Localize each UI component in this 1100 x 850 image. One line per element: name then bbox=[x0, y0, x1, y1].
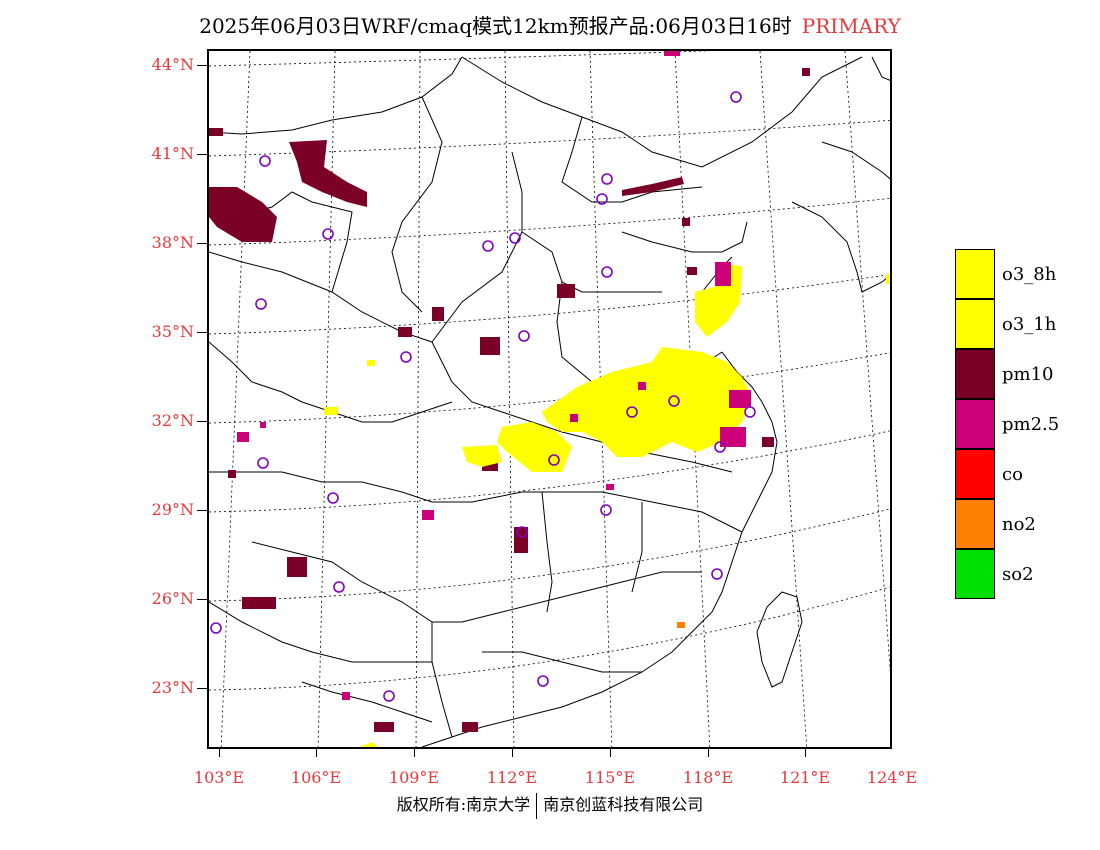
lat-label-32: 32°N bbox=[151, 411, 194, 430]
lat-label-41: 41°N bbox=[151, 144, 194, 163]
station-markers bbox=[210, 91, 756, 702]
legend-item-pm10: pm10 bbox=[955, 349, 1095, 399]
lon-label-103: 103°E bbox=[193, 768, 245, 787]
lat-tick bbox=[197, 243, 207, 244]
lat-tick bbox=[197, 688, 207, 689]
lat-tick bbox=[197, 65, 207, 66]
copyright-footer: 版权所有:南京大学 南京创蓝科技有限公司 bbox=[0, 791, 1100, 819]
lon-label-118: 118°E bbox=[682, 768, 734, 787]
legend-swatch bbox=[955, 249, 995, 299]
legend-label: so2 bbox=[1002, 564, 1034, 585]
lat-tick bbox=[197, 154, 207, 155]
copyright-owner: 版权所有:南京大学 bbox=[396, 795, 531, 814]
copyright-company: 南京创蓝科技有限公司 bbox=[543, 795, 704, 814]
legend-item-o3-1h: o3_1h bbox=[955, 299, 1095, 349]
lon-tick bbox=[414, 749, 415, 757]
lat-tick bbox=[197, 599, 207, 600]
lat-label-23: 23°N bbox=[151, 678, 194, 697]
lon-tick bbox=[610, 749, 611, 757]
legend-swatch bbox=[955, 299, 995, 349]
legend-swatch bbox=[955, 349, 995, 399]
lon-tick bbox=[805, 749, 806, 757]
footer-divider bbox=[536, 792, 538, 819]
map-panel[interactable] bbox=[207, 49, 892, 749]
o3-areas bbox=[324, 264, 890, 747]
legend-swatch bbox=[955, 399, 995, 449]
legend-label: pm2.5 bbox=[1002, 414, 1060, 435]
legend-label: o3_8h bbox=[1002, 264, 1057, 285]
legend-label: pm10 bbox=[1002, 364, 1054, 385]
legend-item-pm25: pm2.5 bbox=[955, 399, 1095, 449]
no2-area bbox=[677, 622, 685, 628]
lon-label-106: 106°E bbox=[290, 768, 342, 787]
lat-tick bbox=[197, 421, 207, 422]
map-title: 2025年06月03日WRF/cmaq模式12km预报产品:06月03日16时 P… bbox=[0, 10, 1100, 39]
lon-label-124: 124°E bbox=[866, 768, 918, 787]
legend-item-so2: so2 bbox=[955, 549, 1095, 599]
lon-tick bbox=[219, 749, 220, 757]
legend-swatch bbox=[955, 449, 995, 499]
pm25-areas bbox=[237, 51, 751, 700]
lat-label-26: 26°N bbox=[151, 589, 194, 608]
lon-tick bbox=[708, 749, 709, 757]
lat-label-29: 29°N bbox=[151, 500, 194, 519]
lon-tick bbox=[512, 749, 513, 757]
lat-label-38: 38°N bbox=[151, 233, 194, 252]
legend-label: no2 bbox=[1002, 514, 1036, 535]
title-main: 2025年06月03日WRF/cmaq模式12km预报产品:06月03日16时 bbox=[199, 14, 792, 38]
map-canvas bbox=[209, 51, 890, 747]
lat-tick bbox=[197, 510, 207, 511]
lon-label-109: 109°E bbox=[388, 768, 440, 787]
lon-tick bbox=[316, 749, 317, 757]
lon-label-121: 121°E bbox=[779, 768, 831, 787]
legend-item-co: co bbox=[955, 449, 1095, 499]
lon-label-115: 115°E bbox=[584, 768, 636, 787]
lat-label-44: 44°N bbox=[151, 55, 194, 74]
legend-item-o3-8h: o3_8h bbox=[955, 249, 1095, 299]
lat-tick bbox=[197, 332, 207, 333]
legend-item-no2: no2 bbox=[955, 499, 1095, 549]
legend-label: co bbox=[1002, 464, 1023, 485]
graticule-lat bbox=[209, 51, 890, 691]
legend-swatch bbox=[955, 499, 995, 549]
legend-label: o3_1h bbox=[1002, 314, 1057, 335]
lon-label-112: 112°E bbox=[486, 768, 538, 787]
neighbor-coastlines bbox=[756, 56, 890, 688]
pm10-areas bbox=[209, 68, 810, 732]
pollutant-legend: o3_8h o3_1h pm10 pm2.5 co no2 so2 bbox=[955, 249, 1095, 599]
lat-label-35: 35°N bbox=[151, 322, 194, 341]
title-primary-tag: PRIMARY bbox=[801, 14, 901, 38]
legend-swatch bbox=[955, 549, 995, 599]
